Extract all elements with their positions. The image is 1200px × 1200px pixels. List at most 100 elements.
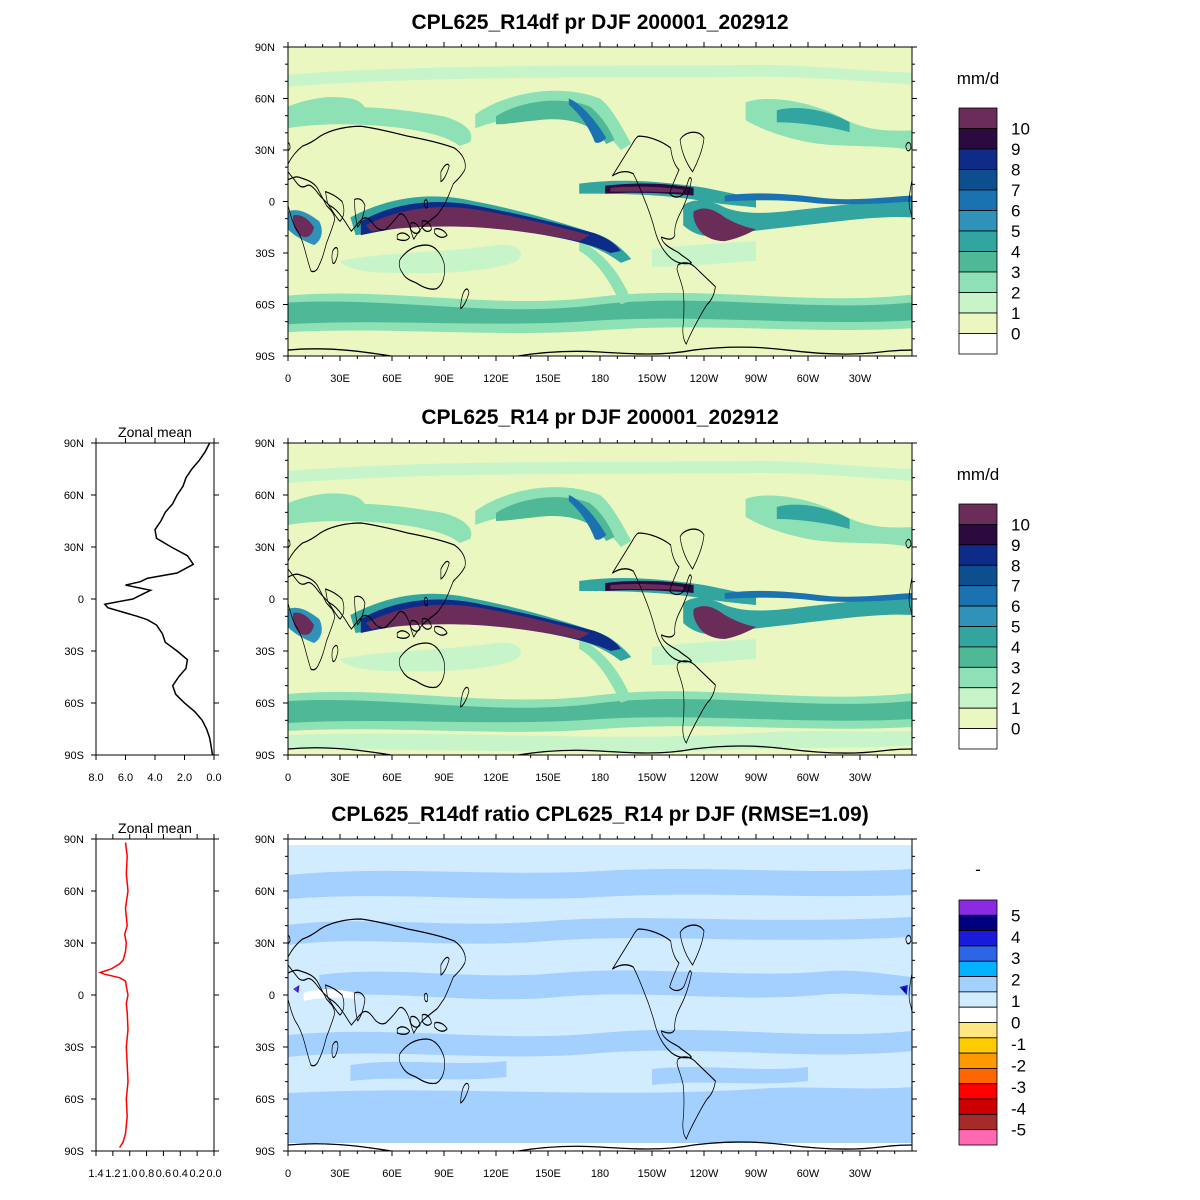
precip-core xyxy=(610,583,684,590)
y-tick-label: 60N xyxy=(64,886,84,898)
x-tick-label: 90W xyxy=(745,772,768,784)
y-tick-label: 90N xyxy=(255,834,275,846)
map-top xyxy=(288,47,912,356)
colorbar-swatch xyxy=(958,646,998,668)
x-tick-label: 0 xyxy=(285,772,291,784)
colorbar-label: -2 xyxy=(1011,1056,1026,1075)
precip-band xyxy=(652,241,756,267)
ratio-high-patch xyxy=(294,987,298,991)
precip-core xyxy=(724,590,912,602)
colorbar-units: mm/d xyxy=(957,69,1000,88)
precip-core xyxy=(366,604,590,639)
y-tick-label: 60N xyxy=(255,490,275,502)
colorbar-label: -3 xyxy=(1011,1078,1026,1097)
x-tick-label: 90E xyxy=(434,1168,454,1180)
precip-band xyxy=(288,699,912,723)
colorbar-label: 0 xyxy=(1011,1014,1020,1033)
colorbar-label: 0 xyxy=(1011,325,1020,344)
y-tick-label: 60N xyxy=(255,94,275,106)
colorbar-swatch xyxy=(958,1037,998,1054)
map-middle xyxy=(288,443,912,755)
ratio-patch xyxy=(288,869,912,899)
x-tick-label: 60W xyxy=(797,1168,820,1180)
x-tick-label: 90E xyxy=(434,772,454,784)
x-tick-label: 120W xyxy=(690,772,719,784)
panel-middle: CPL625_R14 pr DJF 200001_202912 0 30E 60E 9… xyxy=(64,406,1030,784)
colorbar-swatch xyxy=(958,1068,998,1085)
colorbar-swatch xyxy=(958,687,998,709)
colorbar-label: 1 xyxy=(1011,992,1020,1011)
x-tick-label: 0.8 xyxy=(139,1168,154,1180)
zonal-mean-title: Zonal mean xyxy=(118,424,192,440)
x-tick-label: 180 xyxy=(591,373,609,385)
precip-band xyxy=(776,108,850,133)
colorbar-swatch xyxy=(958,945,998,962)
colorbar-swatch xyxy=(958,148,998,170)
colorbar-label: 8 xyxy=(1011,556,1020,575)
colorbar-swatch xyxy=(958,544,998,566)
ratio-patch xyxy=(288,1029,912,1057)
colorbar-swatch xyxy=(958,666,998,689)
colorbar-swatch xyxy=(958,128,998,150)
precip-band xyxy=(776,504,850,529)
precip-core xyxy=(693,606,756,639)
x-tick-label: 60E xyxy=(382,772,402,784)
colorbar-label: 2 xyxy=(1011,284,1020,303)
precip-band xyxy=(568,495,607,540)
colorbar-label: 6 xyxy=(1011,597,1020,616)
precip-band xyxy=(475,90,632,150)
colorbar-swatch xyxy=(958,312,998,334)
x-tick-label: 180 xyxy=(591,1168,609,1180)
precip-band xyxy=(568,98,607,143)
x-tick-label: 6.0 xyxy=(118,772,133,784)
x-tick-label: 0 xyxy=(285,373,291,385)
y-tick-label: 0 xyxy=(269,197,275,209)
x-tick-label: 0.2 xyxy=(189,1168,204,1180)
y-tick-label: 60S xyxy=(64,698,84,710)
y-tick-label: 30S xyxy=(255,1042,275,1054)
colorbar-label: 9 xyxy=(1011,140,1020,159)
colorbar-swatch xyxy=(958,976,998,993)
x-tick-label: 60W xyxy=(797,772,820,784)
precip-band xyxy=(475,487,632,547)
colorbar-label: 0 xyxy=(1011,720,1020,739)
x-tick-label: 60E xyxy=(382,1168,402,1180)
x-tick-label: 2.0 xyxy=(177,772,192,784)
colorbar-swatch xyxy=(958,107,998,129)
ratio-patch xyxy=(652,1067,808,1085)
y-tick-label: 30N xyxy=(255,542,275,554)
colorbar-swatch xyxy=(958,1052,998,1069)
colorbar-swatch xyxy=(958,991,998,1008)
x-tick-label: 150W xyxy=(638,772,667,784)
colorbar-swatch xyxy=(958,960,998,977)
x-tick-label: 0 xyxy=(285,1168,291,1180)
precip-band xyxy=(652,639,756,665)
x-tick-label: 0.4 xyxy=(173,1168,188,1180)
precip-band xyxy=(288,461,912,483)
y-tick-label: 90S xyxy=(255,351,275,363)
colorbar-label: 10 xyxy=(1011,120,1030,139)
y-tick-label: 90S xyxy=(255,1146,275,1158)
y-tick-label: 60S xyxy=(255,300,275,312)
ratio-high-patch xyxy=(901,987,906,993)
colorbar-swatch xyxy=(958,605,998,627)
colorbar-label: 7 xyxy=(1011,181,1020,200)
y-tick-label: 90S xyxy=(64,750,84,762)
y-tick-label: 30S xyxy=(255,248,275,260)
x-tick-label: 0.6 xyxy=(156,1168,171,1180)
colorbar-label: -4 xyxy=(1011,1099,1026,1118)
ratio-patch xyxy=(319,970,912,1000)
colorbar-units: - xyxy=(975,860,981,879)
ratio-low-patch xyxy=(303,989,356,1001)
colorbar-swatch xyxy=(958,914,998,932)
zonal-mean-middle: Zonal mean 90N 60N 30N 0 30S 60S 90S 8.0 6.0 4.0 2.… xyxy=(64,424,222,784)
zonal-mean-frame xyxy=(95,838,215,1152)
x-tick-label: 1.0 xyxy=(122,1168,137,1180)
precip-band xyxy=(288,96,366,115)
x-tick-label: 30E xyxy=(330,373,350,385)
y-tick-label: 30N xyxy=(255,938,275,950)
colorbar-swatch xyxy=(958,1006,998,1023)
